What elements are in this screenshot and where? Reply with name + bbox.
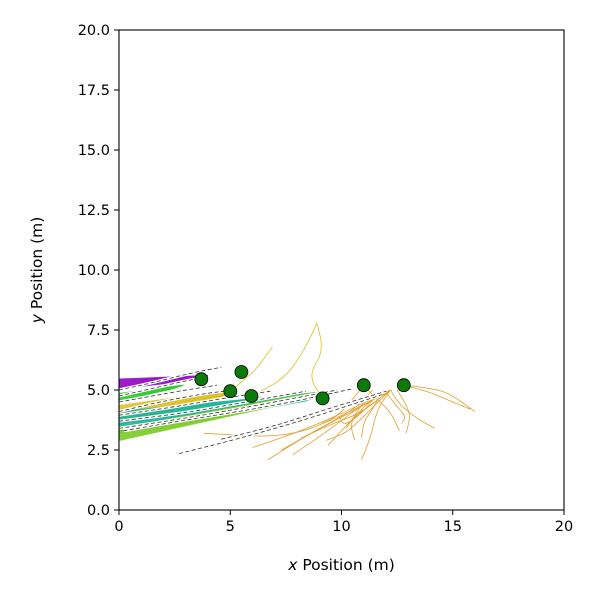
thin-trajectory xyxy=(230,346,273,392)
y-tick-label: 2.5 xyxy=(87,443,110,459)
orange-trajectory xyxy=(203,389,391,437)
y-tick-label: 20.0 xyxy=(78,23,110,39)
y-tick-label: 5.0 xyxy=(87,383,110,399)
x-tick-label: 5 xyxy=(226,519,235,535)
orange-trajectory xyxy=(403,384,471,410)
thin-trajectory xyxy=(251,322,318,397)
x-axis-ticks: 0 5 10 15 20 xyxy=(114,510,573,535)
dashed-reference-path xyxy=(119,390,306,422)
orange-trajectory xyxy=(327,392,382,446)
orange-trajectory xyxy=(403,384,476,412)
dashed-reference-path xyxy=(179,394,382,454)
x-tick-label: 15 xyxy=(444,519,462,535)
agent-marker xyxy=(194,372,209,387)
orange-trajectory xyxy=(385,392,405,424)
agent-marker xyxy=(356,378,371,393)
y-tick-label: 17.5 xyxy=(78,83,110,99)
data-layer xyxy=(119,322,476,460)
y-tick-label: 0.0 xyxy=(87,503,110,519)
orange-trajectory xyxy=(361,392,382,439)
x-tick-label: 20 xyxy=(555,519,573,535)
y-tick-label: 15.0 xyxy=(78,143,110,159)
agent-marker xyxy=(234,365,249,379)
orange-trajectory xyxy=(301,389,391,439)
orange-trajectory xyxy=(325,389,391,441)
orange-trajectory xyxy=(321,384,365,424)
bundle-purple-line xyxy=(119,374,209,380)
agent-marker xyxy=(223,384,238,399)
x-axis-label: x Position (m) xyxy=(287,556,395,574)
dashed-reference-path xyxy=(119,390,271,416)
orange-trajectory xyxy=(396,389,410,434)
x-tick-label: 0 xyxy=(114,519,123,535)
plot-background xyxy=(119,30,564,510)
orange-trajectory xyxy=(252,389,391,448)
dashed-reference-path xyxy=(119,389,235,412)
agent-marker xyxy=(315,391,330,406)
x-tick-label: 10 xyxy=(332,519,350,535)
orange-trajectory xyxy=(361,389,391,460)
dashed-path-casing xyxy=(119,383,218,404)
y-axis-label: y Position (m) xyxy=(28,217,46,325)
y-tick-label: 7.5 xyxy=(87,323,110,339)
agent-marker xyxy=(396,378,411,393)
agent-marker xyxy=(244,389,259,403)
y-axis-ticks: 0.0 2.5 5.0 7.5 10.0 12.5 15.0 17.5 20.0 xyxy=(78,23,119,519)
dashed-reference-path xyxy=(119,366,222,391)
dashed-reference-path xyxy=(119,389,338,429)
y-tick-label: 10.0 xyxy=(78,263,110,279)
dashed-reference-path xyxy=(119,376,206,397)
marker-layer xyxy=(194,365,411,406)
y-tick-label: 12.5 xyxy=(78,203,110,219)
dashed-reference-path xyxy=(221,390,387,440)
dashed-reference-path xyxy=(123,388,353,432)
thin-trajectory xyxy=(311,322,323,399)
orange-trajectory xyxy=(351,396,369,441)
